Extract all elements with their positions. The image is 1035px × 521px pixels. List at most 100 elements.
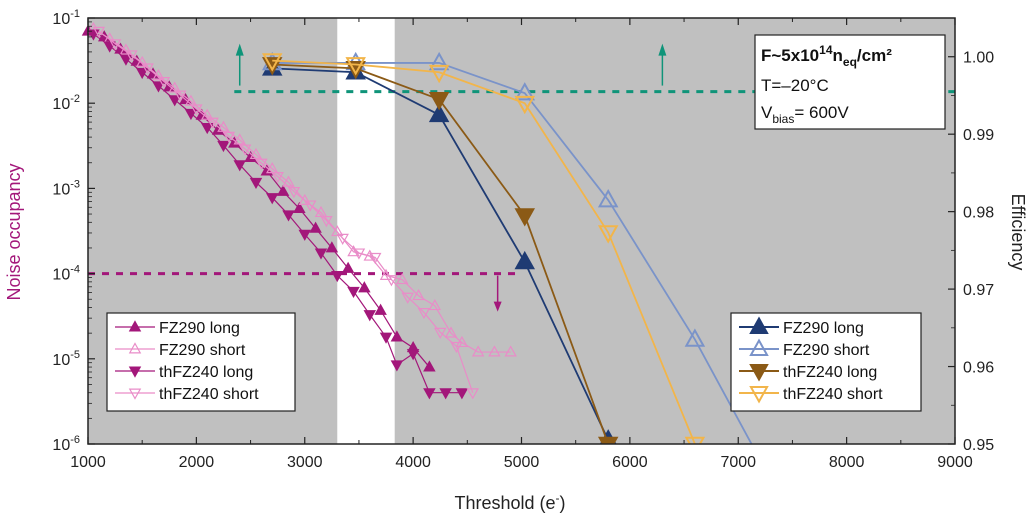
noise-data-point [152,81,165,93]
y-right-tick-label: 0.99 [963,127,994,144]
noise-data-point [222,131,236,143]
reference-lines [88,43,955,312]
noise-series [92,26,479,400]
efficiency-data-point [597,188,619,208]
y-left-tick-label: 10-6 [52,434,80,454]
noise-data-point [450,341,463,354]
legend-marker-icon [128,366,142,378]
efficiency-up-arrow [235,43,244,86]
legend-entry: thFZ240 short [115,386,259,403]
y-left-tick-label: 10-2 [52,93,80,113]
legend-entry: FZ290 short [739,338,870,359]
annotation-box [754,34,946,130]
noise-data-point [314,248,328,260]
legend-label: FZ290 short [783,342,870,359]
legend-marker-icon [128,320,142,332]
y-left-tick-exponent: -3 [70,178,80,190]
efficiency-data-point [514,208,536,227]
noise-data-point [379,332,393,344]
legend-marker-icon [749,386,769,404]
x-tick-label: 3000 [287,454,323,471]
legend-noise: FZ290 long FZ290 short thFZ240 long thFZ240… [106,312,296,412]
noise-data-point [217,140,230,153]
efficiency-arrow-head [235,43,244,56]
noise-data-point [119,54,133,66]
noise-data-point [488,345,501,357]
right-y-axis-title: Efficiency [1008,194,1028,271]
noise-data-point [379,268,393,280]
noise-data-point [417,307,431,320]
noise-data-point [173,90,187,102]
noise-data-point [444,326,458,338]
noise-data-point [287,187,301,199]
y-left-tick-exponent: -5 [70,349,80,361]
x-axis: 1000 2000 3000 4000 5000 6000 7000 8000 9000 [70,18,973,471]
y-right-tick-label: 0.96 [963,360,994,377]
efficiency-data-point [428,103,450,123]
legend-entry: FZ290 long [739,316,864,337]
legend-entry: thFZ240 long [739,364,877,382]
conditions-annotation: F~5x1014neq/cm² T=–20°C Vbias= 600V [754,34,946,130]
noise-data-point [331,225,344,237]
legend-marker-icon [749,364,769,382]
y-right-tick-label: 0.95 [963,437,994,454]
y-left-tick-exponent: -4 [70,264,80,276]
noise-data-point [309,221,322,233]
noise-data-point [347,286,360,299]
legend-label: thFZ240 long [159,364,253,381]
noise-data-point [168,81,181,93]
noise-series-layer [81,21,517,400]
efficiency-data-point [684,436,706,444]
efficiency-data-point [514,250,536,270]
efficiency-series-line [272,67,612,444]
noise-data-point [439,388,452,400]
annotation-temperature: T=–20°C [761,76,829,95]
noise-data-point [433,327,447,339]
noise-data-point [455,388,469,400]
legend-marker-icon [749,316,769,334]
x-tick-label: 4000 [395,454,431,471]
efficiency-data-point [514,82,536,101]
noise-data-point [200,108,214,120]
noise-data-point [423,360,436,372]
x-axis-title: Threshold (e-) [454,491,565,513]
noise-data-point [184,108,198,121]
y-left-tick-label: 10-4 [52,264,80,284]
noise-series-line [98,30,474,393]
noise-data-point [168,95,181,107]
y-left-tick-base: 10 [52,267,70,284]
efficiency-data-point [684,328,706,347]
noise-data-point [135,67,149,80]
legend-entry: FZ290 long [115,320,240,337]
noise-data-point [341,261,355,273]
y-left-tick-exponent: -2 [70,93,80,105]
noise-data-point [504,345,517,357]
noise-data-point [190,104,203,116]
noise-data-point [282,210,295,222]
noise-data-point [390,330,404,342]
x-tick-label: 8000 [829,454,865,471]
noise-data-point [206,117,219,129]
annotation-bias-voltage: Vbias= 600V [761,103,849,126]
efficiency-arrow-head [658,43,667,56]
noise-data-point [271,172,284,184]
unshaded-band [337,18,395,444]
noise-data-point [466,388,479,400]
noise-data-point [455,335,469,348]
efficiency-series [261,57,617,444]
y-left-tick-exponent: -1 [70,8,80,20]
legend-label: FZ290 long [159,320,240,337]
noise-data-point [336,233,349,245]
left-y-axis: 10-610-510-410-310-210-1 [52,8,95,454]
y-right-tick-label: 1.00 [963,50,994,67]
y-left-tick-base: 10 [52,11,70,28]
noise-data-point [233,160,246,172]
annotation-fluence: F~5x1014neq/cm² [761,43,892,69]
y-left-tick-base: 10 [52,96,70,113]
noise-arrow-head [493,301,502,312]
noise-data-point [396,272,409,285]
y-left-tick-base: 10 [52,437,70,454]
noise-data-point [303,200,317,212]
noise-series [87,29,469,400]
